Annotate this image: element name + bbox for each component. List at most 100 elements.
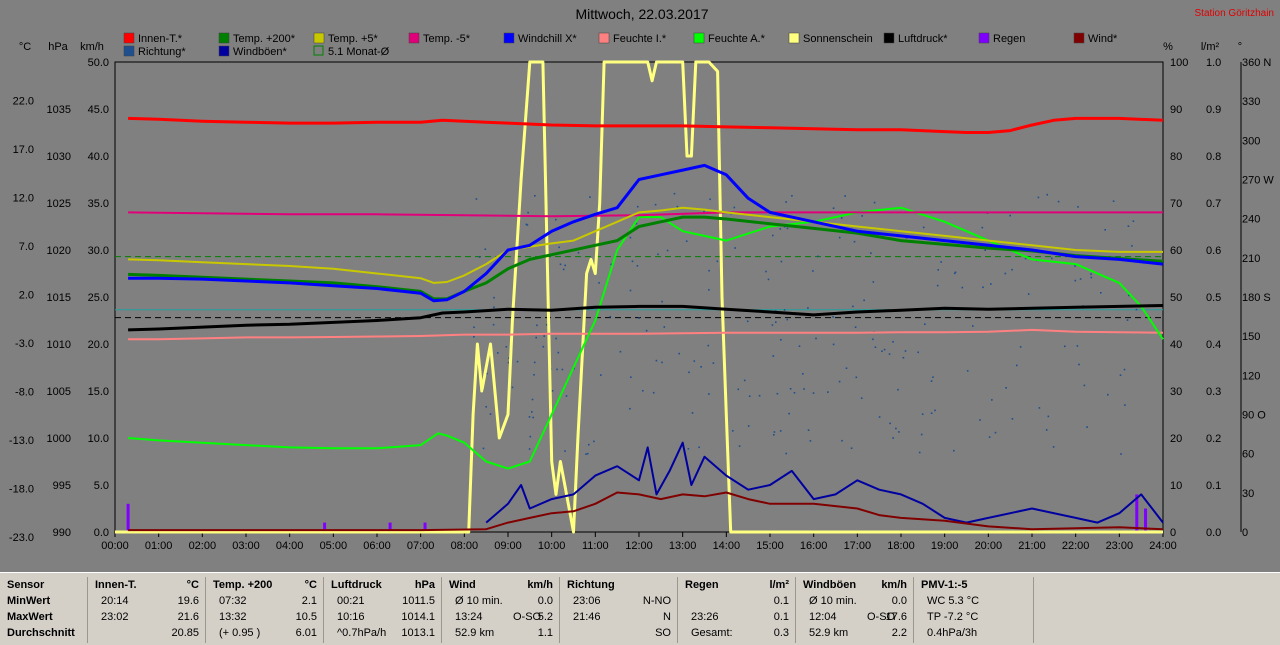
stats-cell-left: 00:21 bbox=[337, 595, 365, 607]
richtung-dot bbox=[505, 346, 508, 348]
richtung-dot bbox=[1027, 293, 1030, 295]
stats-cell-mid: O-SO bbox=[513, 611, 542, 623]
stats-block-unit: hPa bbox=[414, 579, 435, 591]
richtung-dot bbox=[1011, 268, 1013, 271]
richtung-dot bbox=[767, 278, 770, 281]
axis-unit-kmh: km/h bbox=[80, 41, 104, 53]
tick-celsius: -13.0 bbox=[9, 435, 34, 447]
richtung-dot bbox=[1100, 292, 1102, 294]
tick-lm2: 0.4 bbox=[1206, 339, 1221, 351]
richtung-dot bbox=[564, 264, 566, 267]
stats-block-unit: °C bbox=[304, 579, 317, 591]
richtung-dot bbox=[904, 350, 907, 352]
richtung-dot bbox=[693, 360, 696, 362]
tick-hpa: 1030 bbox=[47, 151, 71, 163]
richtung-dot bbox=[775, 321, 777, 323]
tick-degree: 360 N bbox=[1242, 57, 1271, 69]
richtung-dot bbox=[785, 201, 787, 203]
legend-label: Feuchte I.* bbox=[613, 33, 667, 45]
richtung-dot bbox=[902, 356, 905, 359]
richtung-dot bbox=[635, 222, 638, 225]
legend-label: Temp. -5* bbox=[423, 33, 471, 45]
richtung-dot bbox=[1132, 220, 1135, 222]
label-durchschnitt: Durchschnitt bbox=[7, 627, 75, 639]
richtung-dot bbox=[1024, 257, 1027, 260]
stats-row: 23:06 N-NO bbox=[567, 593, 671, 609]
richtung-dot bbox=[534, 195, 536, 197]
tick-lm2: 0.1 bbox=[1206, 480, 1221, 492]
richtung-dot bbox=[585, 453, 587, 455]
richtung-dot bbox=[832, 207, 835, 209]
richtung-dot bbox=[979, 419, 981, 421]
richtung-dot bbox=[652, 391, 655, 394]
stats-block-title: Temp. +200 bbox=[213, 579, 273, 591]
richtung-dot bbox=[780, 260, 783, 263]
axes: 22.0 17.0 12.0 7.0 2.0 -3.0 -8.0 -13.0 -18.0 -23.… bbox=[9, 57, 1274, 552]
richtung-dot bbox=[543, 335, 545, 337]
richtung-dot bbox=[1037, 196, 1040, 199]
tick-lm2: 0.3 bbox=[1206, 386, 1221, 398]
richtung-dot bbox=[485, 406, 487, 408]
x-tick-label: 10:00 bbox=[538, 540, 566, 552]
series-windboeen bbox=[485, 441, 1164, 524]
richtung-dot bbox=[776, 392, 779, 395]
tick-lm2: 0.0 bbox=[1206, 527, 1221, 539]
richtung-dot bbox=[1124, 404, 1126, 406]
richtung-dot bbox=[737, 388, 740, 391]
stats-row: (+ 0.95 ) 6.01 bbox=[213, 625, 317, 641]
stats-row: ^0.7hPa/h 1013.1 bbox=[331, 625, 435, 641]
richtung-dot bbox=[533, 374, 535, 376]
richtung-dot bbox=[1112, 200, 1115, 202]
stats-cell-left: Gesamt: bbox=[691, 627, 733, 639]
stats-cell-left: 23:26 bbox=[691, 611, 719, 623]
richtung-dot bbox=[850, 447, 853, 449]
stats-row: 12:04 O-SO 17.6 bbox=[803, 609, 907, 625]
series-innen-temp bbox=[128, 116, 1164, 134]
richtung-dot bbox=[707, 344, 710, 347]
tick-kmh: 45.0 bbox=[88, 104, 109, 116]
tick-lm2: 0.6 bbox=[1206, 245, 1221, 257]
stats-cell-left: 23:06 bbox=[573, 595, 601, 607]
stats-row: 13:24 O-SO 5.2 bbox=[449, 609, 553, 625]
stats-cell-left: 12:04 bbox=[809, 611, 837, 623]
tick-degree: 120 bbox=[1242, 370, 1260, 382]
stats-cell-right: 0.1 bbox=[773, 595, 789, 607]
tick-celsius: 12.0 bbox=[13, 193, 34, 205]
stats-cell-left: 52.9 km bbox=[809, 627, 849, 639]
richtung-dot bbox=[981, 226, 984, 229]
richtung-dot bbox=[528, 448, 531, 450]
richtung-dot bbox=[561, 368, 564, 371]
stats-cell-right: 20.85 bbox=[171, 627, 199, 639]
richtung-dot bbox=[786, 318, 789, 321]
richtung-dot bbox=[746, 320, 749, 323]
legend-swatch bbox=[1073, 32, 1085, 44]
richtung-dot bbox=[793, 392, 796, 394]
tick-hpa: 1035 bbox=[47, 104, 71, 116]
series-luftdruck bbox=[128, 304, 1164, 332]
stats-block-title: PMV-1:-5 bbox=[921, 579, 968, 591]
richtung-dot bbox=[629, 289, 632, 292]
x-tick-label: 04:00 bbox=[276, 540, 304, 552]
stats-row: 00:21 1011.5 bbox=[331, 593, 435, 609]
richtung-dot bbox=[478, 256, 481, 258]
richtung-dot bbox=[482, 447, 485, 450]
richtung-dot bbox=[772, 355, 775, 357]
legend-swatch bbox=[408, 32, 420, 44]
richtung-dot bbox=[758, 394, 761, 397]
richtung-dot bbox=[1083, 384, 1086, 387]
richtung-dot bbox=[853, 240, 856, 243]
richtung-dot bbox=[685, 240, 688, 242]
richtung-dot bbox=[1135, 308, 1138, 311]
richtung-dot bbox=[785, 452, 787, 455]
tick-kmh: 5.0 bbox=[94, 480, 109, 492]
tick-celsius: 2.0 bbox=[19, 290, 34, 302]
x-tick-label: 06:00 bbox=[363, 540, 391, 552]
stats-cell-right: 1014.1 bbox=[401, 611, 435, 623]
weather-chart: Innen-T.* Temp. +200* Temp. +5* Temp. -5* Wi… bbox=[9, 6, 1274, 552]
richtung-dot bbox=[484, 248, 487, 250]
richtung-dot bbox=[1074, 279, 1077, 282]
tick-degree: 270 W bbox=[1242, 175, 1274, 187]
richtung-dot bbox=[600, 374, 602, 376]
richtung-dot bbox=[1038, 407, 1041, 409]
richtung-dot bbox=[789, 388, 792, 390]
